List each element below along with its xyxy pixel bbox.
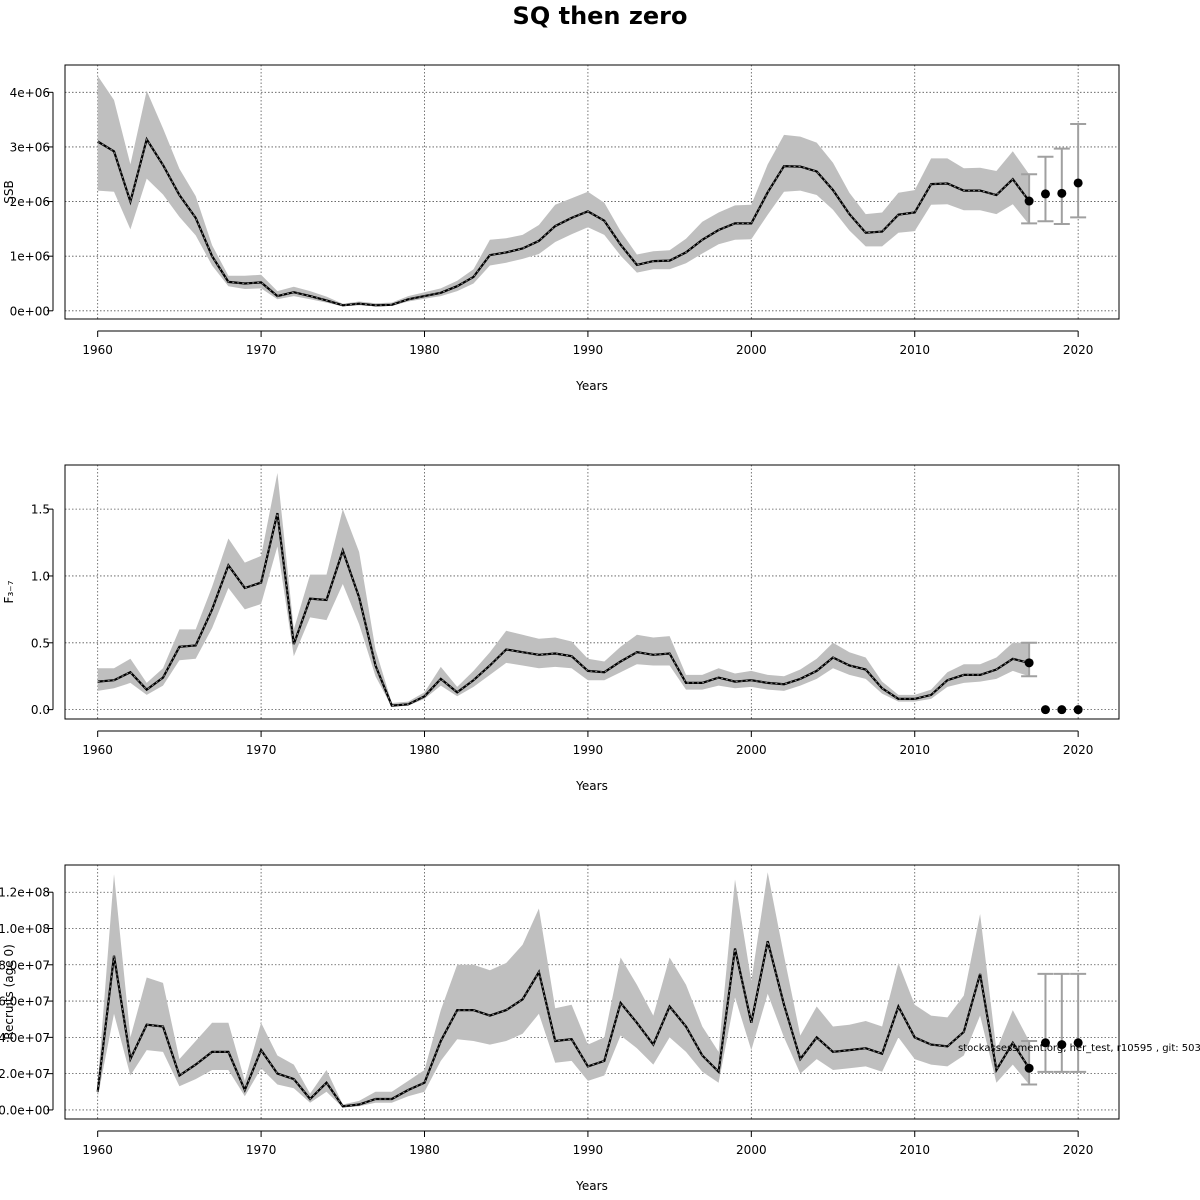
forecast-point <box>1040 1038 1050 1048</box>
x-tick-label: 1980 <box>409 343 440 357</box>
x-tick-label: 1970 <box>246 1143 277 1157</box>
x-tick-label: 1960 <box>82 343 113 357</box>
forecast-point <box>1073 178 1083 188</box>
panel-ssb: 1960 1970 1980 1990 2000 2010 2020 Years 0e+00 1e… <box>2 64 1120 393</box>
y-tick-label: 1.0 <box>31 569 50 583</box>
plot-frame <box>64 864 1120 1120</box>
y-tick-label: 1.0e+08 <box>0 922 50 936</box>
x-tick-label: 1990 <box>573 1143 604 1157</box>
y-tick-label: 8.0e+07 <box>0 958 50 972</box>
y-tick-label: 3e+06 <box>10 140 50 154</box>
plot-frame <box>64 64 1120 320</box>
x-tick-label: 1970 <box>246 743 277 757</box>
y-tick-label: 2.0e+07 <box>0 1067 50 1081</box>
forecast-point <box>1040 189 1050 199</box>
y-tick-label: 0e+00 <box>10 304 50 318</box>
x-tick-label: 2020 <box>1063 343 1094 357</box>
x-axis-label: Years <box>575 779 608 793</box>
y-axis-label: SSB <box>2 180 16 203</box>
panel-recruits: 1960 1970 1980 1990 2000 2010 2020 Years 0.0e+00… <box>0 864 1120 1193</box>
x-tick-label: 1960 <box>82 1143 113 1157</box>
y-tick-label: 1.5 <box>31 503 50 517</box>
y-tick-label: 2e+06 <box>10 195 50 209</box>
forecast-point <box>1040 705 1050 715</box>
x-tick-label: 2020 <box>1063 743 1094 757</box>
confidence-band <box>97 75 1030 307</box>
plot-frame <box>64 464 1120 720</box>
y-tick-label: 0.5 <box>31 636 50 650</box>
y-axis-label: Recruits (age 0) <box>2 944 16 1040</box>
estimate-line <box>97 512 1030 707</box>
x-tick-label: 2010 <box>899 1143 930 1157</box>
forecast-point <box>1073 1038 1083 1048</box>
y-tick-label: 4.0e+07 <box>0 1031 50 1045</box>
x-axis-label: Years <box>575 379 608 393</box>
estimate-line-dashes <box>97 941 1030 1107</box>
estimate-line-dashes <box>97 512 1030 707</box>
x-tick-label: 2000 <box>736 1143 767 1157</box>
y-tick-label: 1.2e+08 <box>0 886 50 900</box>
panel-fbar: 1960 1970 1980 1990 2000 2010 2020 Years 0.0 0.5 1… <box>2 464 1120 793</box>
y-tick-label: 6.0e+07 <box>0 995 50 1009</box>
x-tick-label: 1980 <box>409 1143 440 1157</box>
y-tick-label: 0.0e+00 <box>0 1103 50 1117</box>
forecast-point <box>1024 658 1034 668</box>
y-tick-label: 0.0 <box>31 703 50 717</box>
x-tick-label: 2010 <box>899 343 930 357</box>
estimate-line-dashes <box>97 138 1030 306</box>
confidence-band <box>97 473 1030 707</box>
forecast-point <box>1073 705 1083 715</box>
y-axis-label: F₃₋₇ <box>2 580 16 603</box>
x-tick-label: 2000 <box>736 743 767 757</box>
x-tick-label: 1960 <box>82 743 113 757</box>
footnote: stockassessment.org, her_test, r10595 , … <box>958 1043 1200 1054</box>
x-axis-label: Years <box>575 1179 608 1193</box>
chart-title: SQ then zero <box>512 2 688 30</box>
x-tick-label: 1970 <box>246 343 277 357</box>
x-tick-label: 2020 <box>1063 1143 1094 1157</box>
x-tick-label: 1980 <box>409 743 440 757</box>
x-tick-label: 1990 <box>573 343 604 357</box>
y-tick-label: 4e+06 <box>10 86 50 100</box>
forecast-point <box>1024 1063 1034 1073</box>
x-tick-label: 1990 <box>573 743 604 757</box>
forecast-point <box>1057 705 1067 715</box>
y-tick-label: 1e+06 <box>10 250 50 264</box>
x-tick-label: 2010 <box>899 743 930 757</box>
forecast-point <box>1024 196 1034 206</box>
forecast-point <box>1057 1040 1067 1050</box>
forecast-point <box>1057 188 1067 198</box>
x-tick-label: 2000 <box>736 343 767 357</box>
